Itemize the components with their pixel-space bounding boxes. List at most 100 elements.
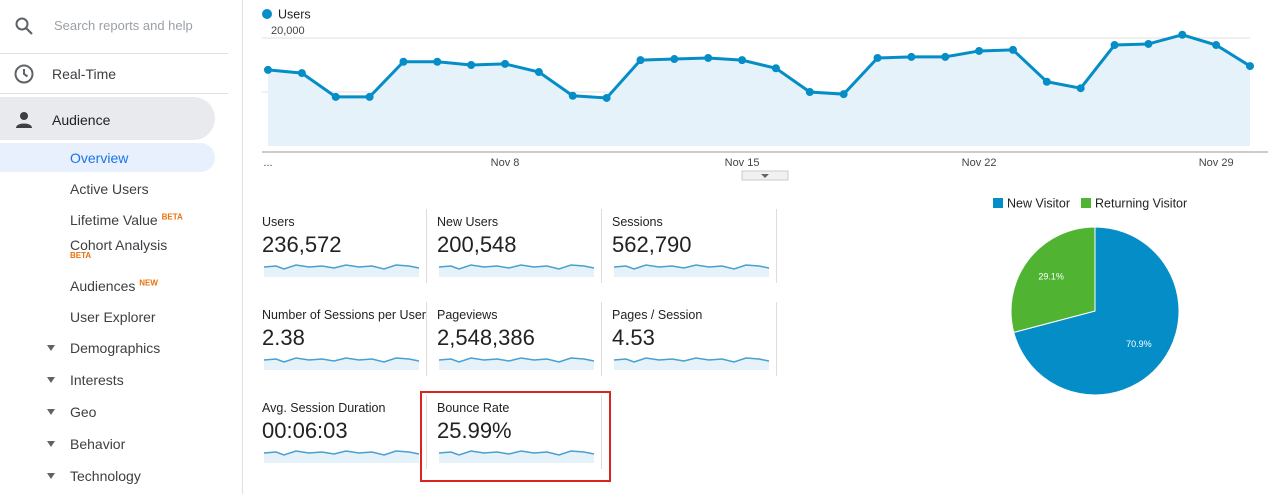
- nav-subitem[interactable]: Lifetime Value BETA: [70, 212, 183, 228]
- point: [975, 46, 984, 55]
- sparkline-line: [264, 450, 420, 456]
- metric-card[interactable]: Number of Sessions per User 2.38: [262, 302, 437, 388]
- metric-card[interactable]: Sessions 562,790: [612, 209, 787, 295]
- metric-value: 562,790: [612, 232, 692, 257]
- point: [771, 64, 780, 73]
- metric-name: Bounce Rate: [437, 401, 510, 415]
- point: [907, 52, 916, 61]
- divider: [0, 93, 228, 94]
- point: [839, 90, 848, 99]
- sparkline: [264, 264, 420, 277]
- sparkline-line: [614, 264, 770, 270]
- point: [1178, 30, 1187, 39]
- line: [267, 33, 1251, 100]
- search-input[interactable]: Search reports and help: [54, 18, 193, 33]
- expand-arrow: [47, 409, 55, 415]
- point: [1110, 41, 1119, 50]
- slice-label: 70.9%: [1126, 339, 1152, 349]
- point: [433, 57, 442, 66]
- pie-slice: [1010, 226, 1096, 334]
- nav-subitem[interactable]: Active Users: [70, 181, 149, 197]
- sparkline-area: [439, 451, 594, 463]
- point: [568, 91, 577, 100]
- divider: [601, 395, 602, 469]
- area: [268, 34, 1250, 147]
- sparkline-area: [264, 265, 419, 277]
- sparkline: [614, 264, 770, 277]
- metric-value: 00:06:03: [262, 418, 348, 443]
- legend-swatch: [993, 198, 1003, 208]
- search-icon: [15, 17, 33, 35]
- divider: [601, 209, 602, 283]
- metric-card[interactable]: Users 236,572: [262, 209, 437, 295]
- badge: NEW: [139, 278, 158, 288]
- point: [1042, 77, 1051, 86]
- expand-arrow: [47, 377, 55, 383]
- nav-highlight: [0, 143, 215, 172]
- point: [331, 92, 340, 101]
- sparkline-area: [439, 358, 594, 370]
- point: [1076, 84, 1085, 93]
- point: [704, 53, 713, 62]
- point: [1246, 62, 1254, 71]
- metric-card[interactable]: Bounce Rate 25.99%: [437, 395, 612, 481]
- divider: [776, 209, 777, 283]
- x-tick-label: Nov 8: [491, 157, 520, 169]
- metric-value: 25.99%: [437, 418, 512, 443]
- sparkline: [439, 357, 595, 370]
- metric-name: Sessions: [612, 215, 663, 229]
- point: [1008, 45, 1017, 54]
- point: [941, 52, 950, 61]
- point: [873, 53, 882, 62]
- point: [738, 56, 747, 65]
- sparkline: [439, 450, 595, 463]
- point: [399, 57, 408, 66]
- metric-value: 2,548,386: [437, 325, 535, 350]
- divider: [776, 302, 777, 376]
- sparkline-line: [264, 264, 420, 270]
- metric-card[interactable]: Pageviews 2,548,386: [437, 302, 612, 388]
- nav-subitem[interactable]: Behavior: [70, 436, 126, 452]
- point: [1212, 41, 1221, 50]
- metric-card[interactable]: New Users 200,548: [437, 209, 612, 295]
- nav-subitem[interactable]: Demographics: [70, 340, 161, 356]
- metric-name: New Users: [437, 215, 499, 229]
- nav-subitem[interactable]: Technology: [70, 468, 141, 484]
- nav-subitem[interactable]: Interests: [70, 372, 124, 388]
- nav-item[interactable]: Audience: [52, 112, 111, 128]
- divider: [426, 209, 427, 283]
- nav-subitem[interactable]: Cohort Analysis: [70, 237, 168, 253]
- metric-value: 236,572: [262, 232, 342, 257]
- metric-value: 2.38: [262, 325, 305, 350]
- metric-name: Number of Sessions per User: [262, 308, 426, 322]
- sparkline: [439, 264, 595, 277]
- metric-card[interactable]: Avg. Session Duration 00:06:03: [262, 395, 437, 481]
- sparkline-line: [264, 357, 420, 363]
- divider: [426, 302, 427, 376]
- nav-subitem[interactable]: Audiences NEW: [70, 278, 158, 294]
- expand-arrow: [47, 441, 55, 447]
- metric-value: 4.53: [612, 325, 655, 350]
- metric-value: 200,548: [437, 232, 517, 257]
- divider: [601, 302, 602, 376]
- person-icon: [16, 112, 32, 128]
- sparkline-line: [439, 450, 595, 456]
- label: Lifetime Value: [70, 212, 158, 228]
- expand-arrow: [47, 345, 55, 351]
- nav-subitem[interactable]: User Explorer: [70, 309, 156, 325]
- point: [467, 61, 476, 69]
- divider: [426, 395, 427, 469]
- nav-subitem[interactable]: Overview: [70, 150, 129, 166]
- expand-arrow: [47, 473, 55, 479]
- nav-subitem[interactable]: Geo: [70, 404, 97, 420]
- x-tick-label: Nov 29: [1199, 157, 1234, 169]
- metric-name: Pageviews: [437, 308, 498, 322]
- x-tick-label: Nov 15: [725, 157, 760, 169]
- nav-item[interactable]: Real-Time: [52, 66, 117, 82]
- point: [264, 65, 272, 74]
- metric-card[interactable]: Pages / Session 4.53: [612, 302, 787, 388]
- metric-name: Pages / Session: [612, 308, 703, 322]
- metric-name: Avg. Session Duration: [262, 401, 386, 415]
- point: [365, 92, 374, 101]
